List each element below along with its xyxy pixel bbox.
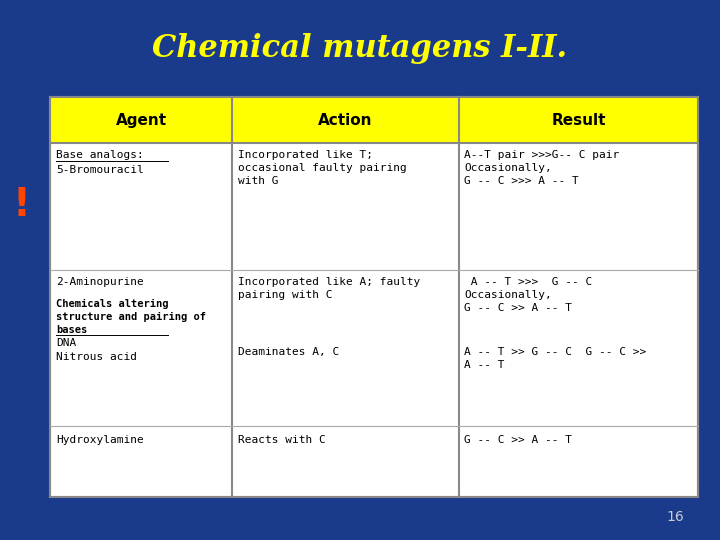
FancyBboxPatch shape: [459, 97, 698, 143]
Text: 5-Bromouracil: 5-Bromouracil: [56, 165, 144, 175]
Text: A--T pair >>>G-- C pair
Occasionally,
G -- C >>> A -- T: A--T pair >>>G-- C pair Occasionally, G …: [464, 150, 620, 186]
Text: 2-Aminopurine: 2-Aminopurine: [56, 277, 144, 287]
Text: !: !: [13, 186, 30, 224]
Text: Incorporated like A; faulty
pairing with C: Incorporated like A; faulty pairing with…: [238, 277, 420, 300]
Text: Incorporated like T;
occasional faulty pairing
with G: Incorporated like T; occasional faulty p…: [238, 150, 406, 186]
Text: G -- C >> A -- T: G -- C >> A -- T: [464, 435, 572, 445]
Text: DNA
Nitrous acid: DNA Nitrous acid: [56, 339, 138, 362]
Text: Deaminates A, C: Deaminates A, C: [238, 347, 339, 357]
Text: A -- T >> G -- C  G -- C >>
A -- T: A -- T >> G -- C G -- C >> A -- T: [464, 347, 647, 370]
FancyBboxPatch shape: [50, 97, 232, 143]
Text: Base analogs:: Base analogs:: [56, 150, 144, 160]
Text: Chemical mutagens I-II.: Chemical mutagens I-II.: [153, 33, 567, 64]
Text: A -- T >>>  G -- C
Occasionally,
G -- C >> A -- T: A -- T >>> G -- C Occasionally, G -- C >…: [464, 277, 593, 313]
Text: Agent: Agent: [115, 113, 167, 127]
FancyBboxPatch shape: [232, 97, 459, 143]
FancyBboxPatch shape: [50, 97, 698, 497]
Text: Action: Action: [318, 113, 372, 127]
Text: Hydroxylamine: Hydroxylamine: [56, 435, 144, 445]
Text: Chemicals altering
structure and pairing of
bases: Chemicals altering structure and pairing…: [56, 299, 206, 335]
Text: Reacts with C: Reacts with C: [238, 435, 325, 445]
Text: 16: 16: [666, 510, 684, 524]
Text: Result: Result: [552, 113, 606, 127]
